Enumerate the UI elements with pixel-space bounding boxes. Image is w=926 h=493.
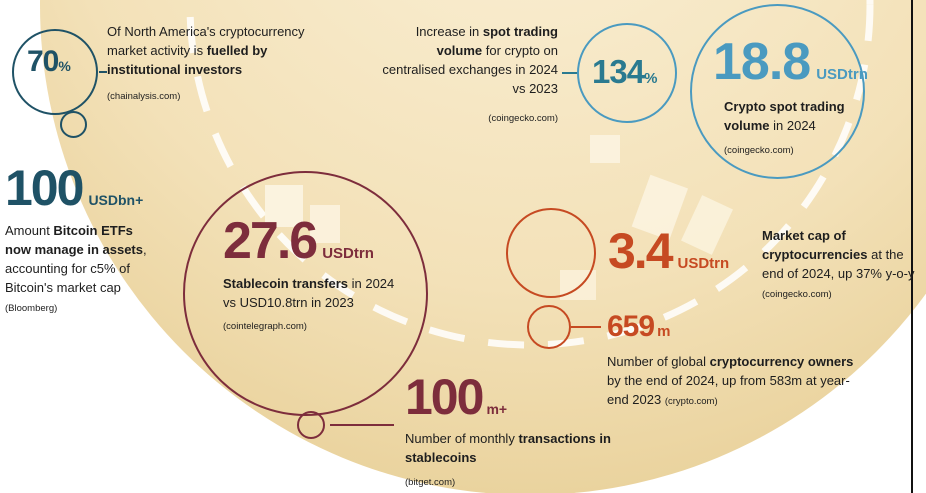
spot-increase-ring [577, 23, 677, 123]
connector-line [330, 424, 394, 426]
institutional-value: 70% [27, 45, 71, 78]
spot-volume-ring [690, 4, 865, 179]
owners-value: 659 m [607, 310, 671, 343]
spot-increase-value: 134% [592, 53, 658, 90]
small-ring [60, 111, 87, 138]
stablecoin-transactions-text: Number of monthly transactions in stable… [405, 431, 611, 465]
bitcoin-etfs-text: Amount Bitcoin ETFs now manage in assets… [5, 223, 147, 314]
spot-increase-source: (coingecko.com) [488, 113, 558, 124]
connector-line [99, 71, 107, 73]
spot-volume-value: 18.8 USDtrn [713, 33, 868, 91]
page-edge [911, 0, 913, 493]
institutional-source: (chainalysis.com) [107, 91, 181, 102]
spot-volume-source: (coingecko.com) [724, 145, 794, 156]
market-cap-source: (coingecko.com) [762, 289, 832, 300]
market-cap-value: 3.4 USDtrn [608, 223, 730, 279]
owners-source: (crypto.com) [664, 396, 718, 407]
coin-mark [631, 174, 689, 241]
stablecoin-transactions-ring [297, 411, 325, 439]
spot-volume-text: Crypto spot trading volume in 2024 [724, 99, 845, 133]
spot-increase-text: Increase in spot trading volume for cryp… [382, 24, 558, 96]
institutional-text: Of North America's cryptocurrency market… [107, 24, 305, 77]
coin-inner-ring [186, 0, 874, 349]
market-cap-text: Market cap of cryptocurrencies at the en… [762, 228, 915, 300]
bitcoin-etfs-value: 100 USDbn+ [5, 160, 144, 216]
stablecoin-transfers-value: 27.6 USDtrn [223, 212, 374, 270]
owners-ring [527, 305, 571, 349]
owners-text: Number of global cryptocurrency owners b… [607, 354, 854, 407]
coin-mark [681, 195, 733, 255]
connector-line [571, 326, 601, 328]
bitcoin-etfs-source: (Bloomberg) [5, 303, 58, 314]
coin-mark [590, 135, 620, 163]
stablecoin-transfers-text: Stablecoin transfers in 2024 vs USD10.8t… [223, 276, 395, 310]
stablecoin-transactions-source: (bitget.com) [405, 477, 456, 488]
stablecoin-transfers-source: (cointelegraph.com) [223, 321, 307, 332]
market-cap-ring [506, 208, 596, 298]
stablecoin-transactions-value: 100 m+ [405, 369, 508, 425]
institutional-ring [12, 29, 98, 115]
connector-line [562, 72, 578, 74]
